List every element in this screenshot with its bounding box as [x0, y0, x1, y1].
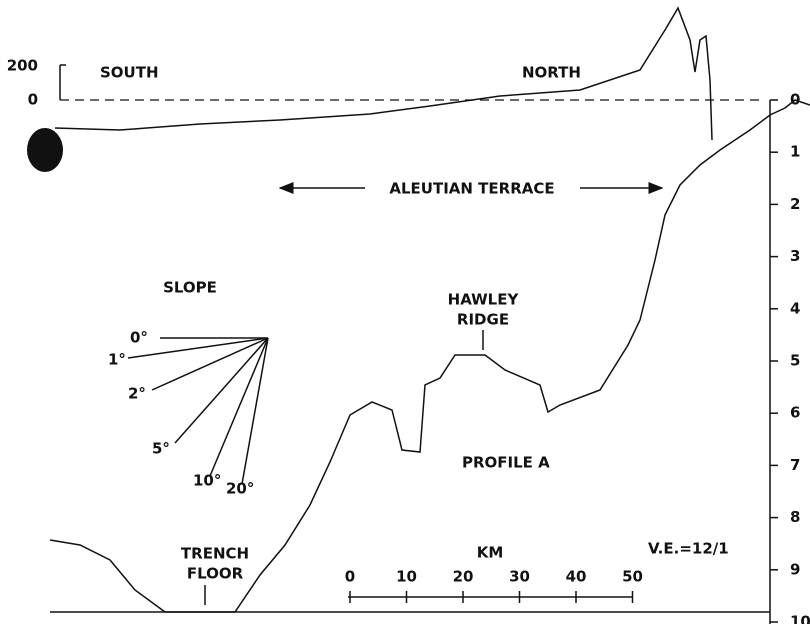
mag-tick-label: 200	[7, 57, 38, 75]
hawley-label: RIDGE	[457, 311, 509, 329]
slope-angle: 2°	[128, 385, 146, 403]
depth-tick-label: 2	[790, 195, 800, 213]
scale-title: KM	[477, 544, 504, 562]
scale-tick-label: 50	[622, 568, 643, 586]
slope-angle: 5°	[152, 440, 170, 458]
background	[0, 0, 810, 624]
scale-tick-label: 10	[396, 568, 417, 586]
north-label: NORTH	[522, 64, 581, 82]
scale-tick-label: 0	[345, 568, 355, 586]
ve-label: V.E.=12/1	[648, 540, 729, 558]
slope-angle: 1°	[108, 351, 126, 369]
depth-tick-label: 9	[790, 560, 800, 578]
mag-tick-label: 0	[28, 91, 38, 109]
scale-tick-label: 40	[566, 568, 587, 586]
trench-label: TRENCH	[181, 545, 249, 563]
scale-tick-label: 30	[509, 568, 530, 586]
depth-tick-label: 4	[790, 299, 800, 317]
slope-angle: 10°	[193, 472, 221, 490]
depth-tick-label: 8	[790, 508, 800, 526]
south-label: SOUTH	[100, 64, 159, 82]
figure: 200 0 SOUTH NORTH ALEUTIAN TERRACE 0 1 2 3 4…	[0, 0, 810, 624]
terrace-label: ALEUTIAN TERRACE	[389, 180, 554, 198]
depth-tick-label: 1	[790, 143, 800, 161]
depth-tick-label: 6	[790, 404, 800, 422]
slope-angle: 20°	[226, 480, 254, 498]
hawley-label: HAWLEY	[448, 291, 520, 309]
trench-label: FLOOR	[187, 565, 244, 583]
depth-tick-label: 5	[790, 352, 800, 370]
depth-tick-label: 7	[790, 456, 800, 474]
depth-tick-label: 10	[790, 613, 810, 624]
slope-angle: 0°	[130, 329, 148, 347]
slope-title: SLOPE	[163, 279, 217, 297]
depth-tick-label: 3	[790, 247, 800, 265]
blot	[27, 128, 63, 172]
profile-label: PROFILE A	[462, 454, 550, 472]
scale-tick-label: 20	[453, 568, 474, 586]
